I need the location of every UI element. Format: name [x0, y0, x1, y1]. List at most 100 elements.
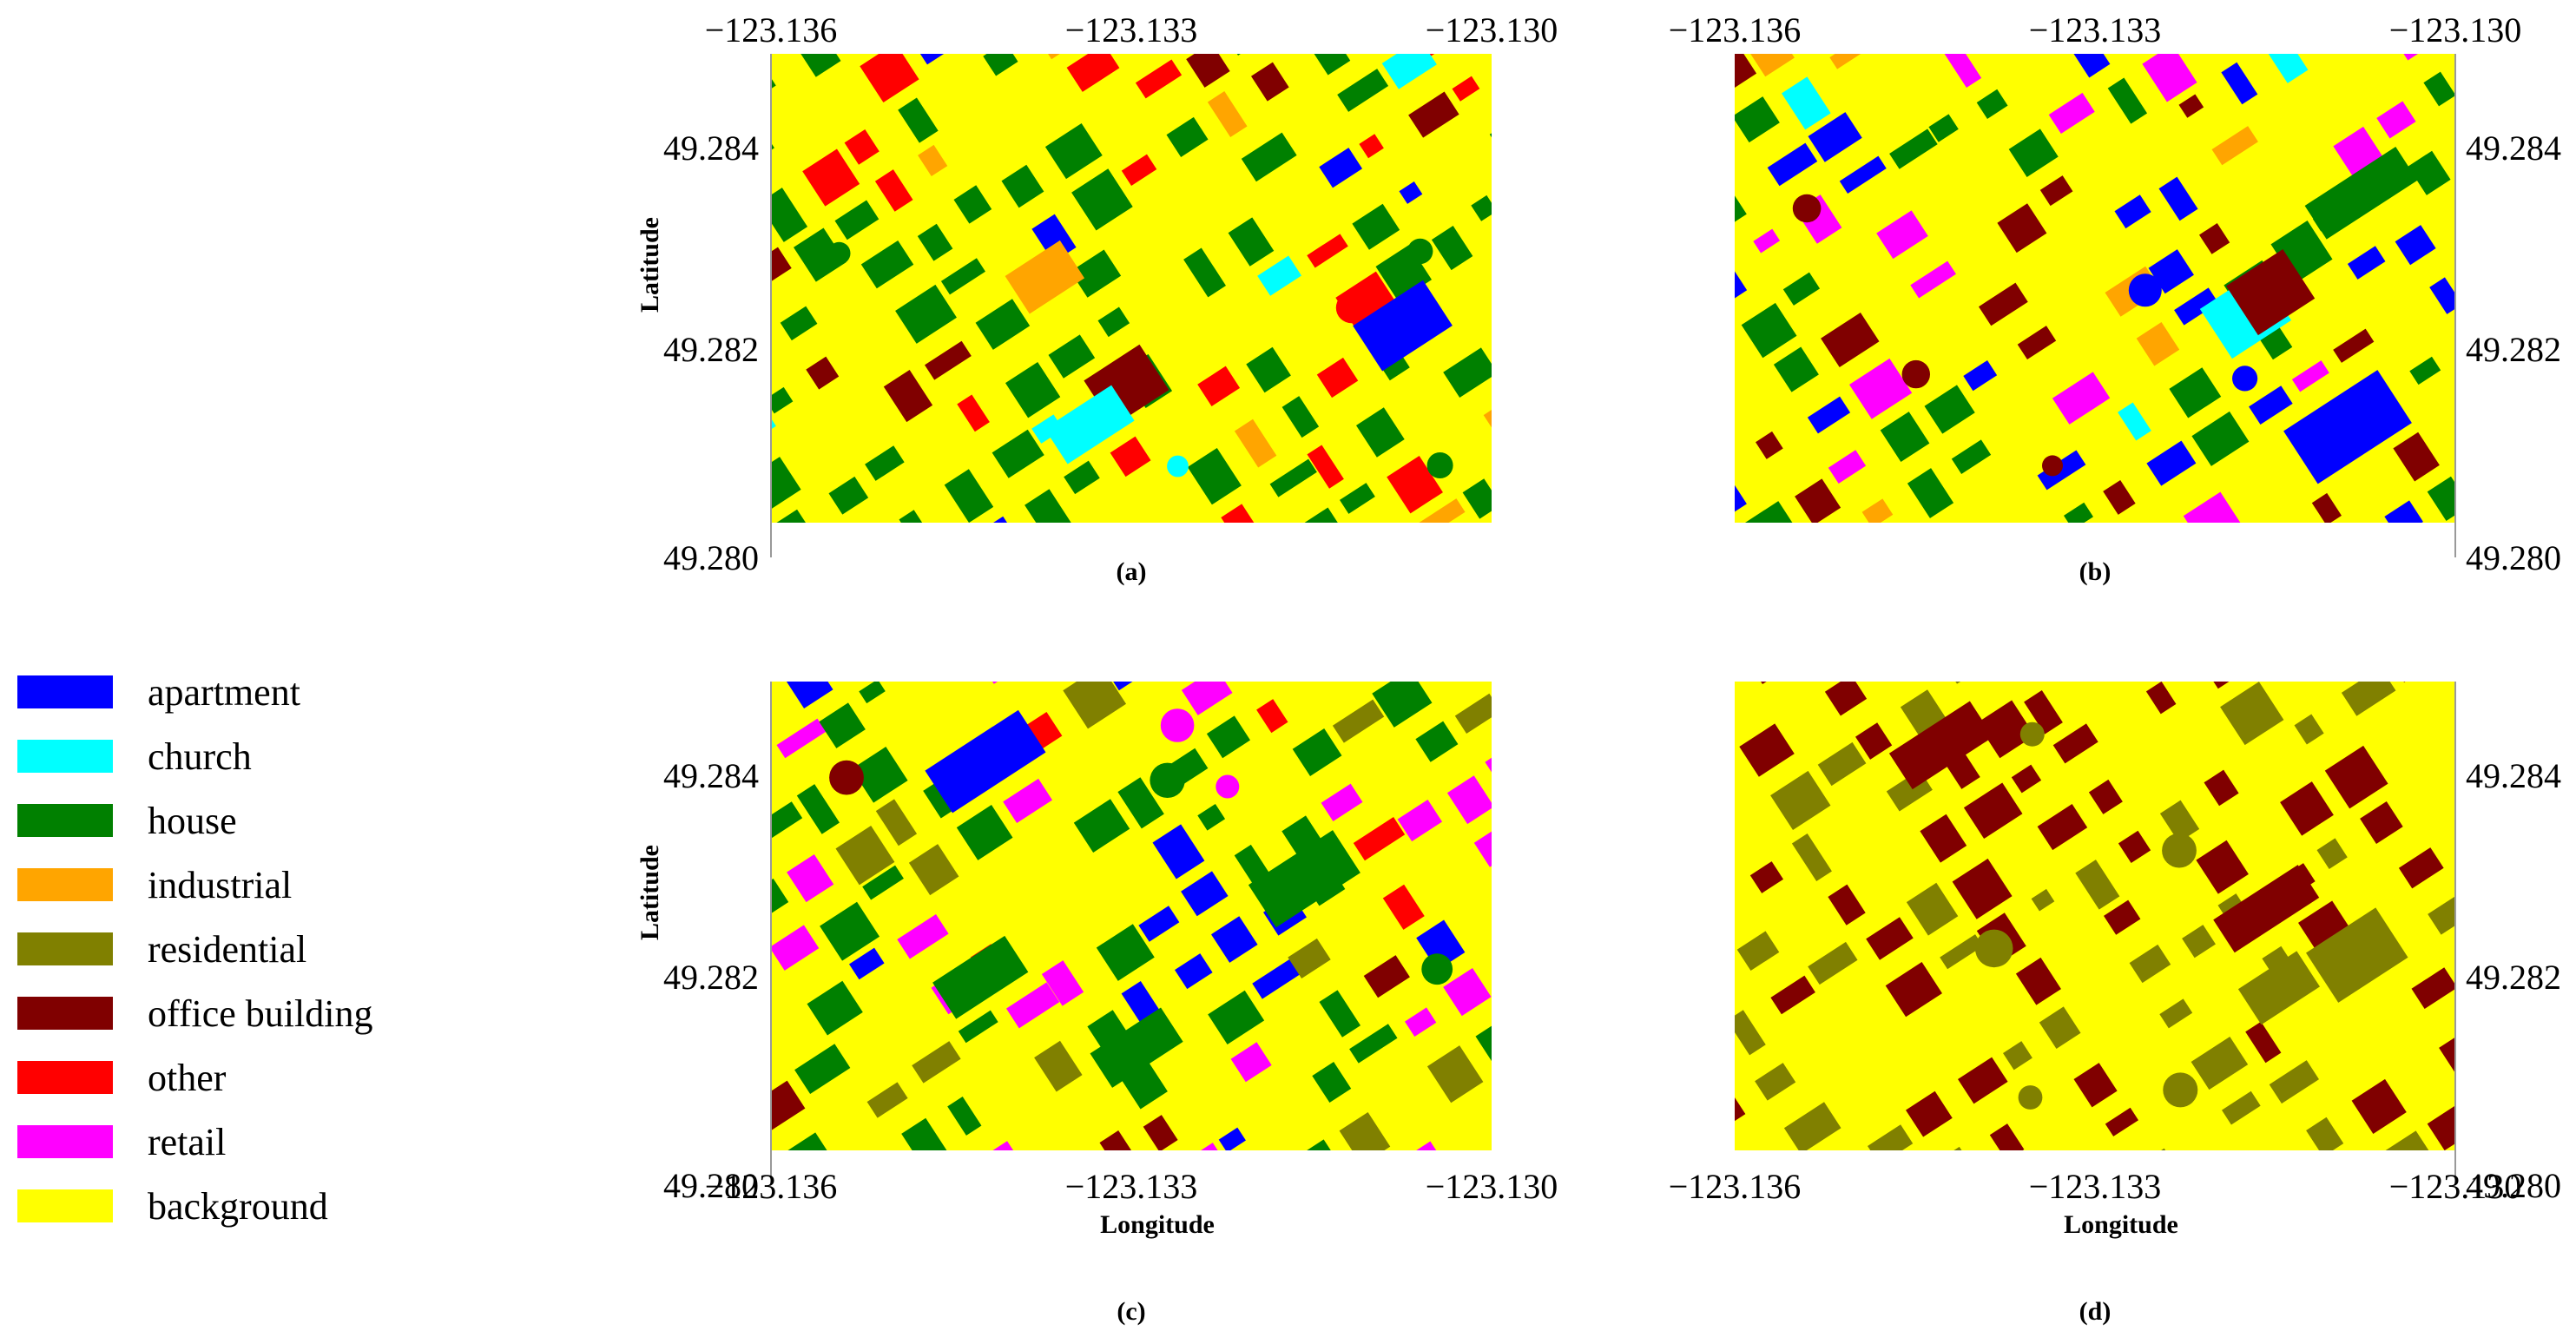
building-footprint [2118, 402, 2151, 441]
building-footprint [1416, 919, 1466, 971]
latitude-tick-label: 49.280 [663, 1166, 759, 1205]
building-footprint [2429, 277, 2455, 314]
building-footprint [979, 1141, 1018, 1150]
building-footprint [1197, 803, 1226, 831]
building-footprint [1355, 407, 1405, 458]
legend-swatch [17, 740, 113, 773]
building-footprint [2384, 500, 2423, 523]
map-svg-c: −123.136 −123.133 −123.130 49.284 49.282 49.2… [636, 682, 1558, 1326]
map-svg-a: −123.136 −123.133 −123.130 49.284 49.282 49.2… [636, 10, 1558, 586]
longitude-tick-label: −123.133 [2029, 1167, 2162, 1206]
building-footprint [2105, 1107, 2139, 1136]
legend-swatch [17, 804, 113, 837]
building-footprint [1248, 830, 1360, 928]
building-footprint [925, 709, 1046, 814]
building-footprint [1431, 226, 1473, 271]
building-footprint [1090, 1007, 1183, 1088]
building-footprint [2104, 899, 2141, 935]
building-footprint [2249, 385, 2293, 425]
building-footprint [1735, 54, 1757, 100]
building-footprint [2169, 367, 2222, 418]
panel-caption: (c) [1117, 1297, 1145, 1326]
building-footprint [1941, 54, 1982, 89]
building-footprint [1337, 69, 1389, 112]
building-footprint [1426, 1045, 1484, 1104]
building-footprint [1408, 91, 1459, 138]
building-footprint [2196, 840, 2249, 894]
building-footprint [2263, 54, 2309, 83]
building-footprint [2376, 101, 2416, 139]
building-footprint [1359, 134, 1384, 159]
building-footprint [1312, 1061, 1352, 1104]
building-footprint [2103, 479, 2136, 515]
building-footprint [1034, 1040, 1083, 1092]
building-footprint [1006, 982, 1060, 1029]
building-footprint [1876, 210, 1928, 260]
building-footprint [975, 299, 1031, 350]
building-footprint [1855, 722, 1893, 760]
latitude-tick-label: 49.280 [2466, 1166, 2561, 1205]
building-footprint [2178, 94, 2204, 118]
building-footprint [1252, 957, 1303, 999]
building-footprint [1735, 186, 1747, 224]
building-footprint [2037, 804, 2088, 851]
building-footprint [1888, 701, 1993, 790]
building-footprint [862, 865, 904, 900]
longitude-tick-label: −123.136 [1669, 10, 1802, 49]
building-footprint [1828, 450, 1867, 484]
building-footprint [1166, 116, 1209, 157]
building-footprint [1407, 238, 1433, 265]
building-footprint [1749, 861, 1784, 893]
legend-item-retail: retail [17, 1110, 451, 1174]
building-footprint [1211, 916, 1258, 963]
longitude-tick-label: −123.133 [1065, 1167, 1198, 1206]
building-footprint [1952, 858, 2013, 919]
building-footprint [2162, 833, 2197, 868]
building-footprint [1426, 452, 1453, 478]
building-footprint [2183, 491, 2243, 523]
building-footprint [1471, 194, 1492, 221]
building-footprint [787, 854, 834, 903]
legend-swatch [17, 1189, 113, 1222]
building-footprint [2316, 838, 2348, 869]
building-footprint [2031, 888, 2055, 912]
building-footprint [1381, 54, 1437, 89]
panel-caption: (a) [1117, 557, 1147, 586]
building-footprint [2395, 225, 2436, 266]
building-footprint [2292, 1183, 2330, 1220]
building-footprint [1415, 721, 1459, 762]
building-footprint [2222, 1090, 2261, 1125]
building-footprint [1978, 282, 2028, 326]
building-footprint [1241, 132, 1297, 182]
building-footprint [1071, 168, 1133, 231]
building-footprint [2269, 1060, 2319, 1104]
building-footprint [1397, 799, 1443, 842]
building-footprint [944, 469, 994, 523]
building-footprint [796, 784, 840, 834]
building-footprint [1316, 357, 1359, 399]
building-footprint [1792, 194, 1822, 223]
building-footprint [1939, 1146, 1980, 1150]
building-footprint [1906, 1090, 1953, 1137]
building-footprint [1473, 822, 1492, 867]
latitude-tick-label: 49.280 [663, 538, 759, 577]
building-footprint [2003, 1041, 2032, 1071]
latitude-tick-label: 49.284 [2466, 128, 2561, 168]
building-footprint [2427, 476, 2455, 522]
latitude-tick-label: 49.284 [2466, 756, 2561, 795]
building-footprint [1064, 460, 1100, 495]
building-footprint [1307, 54, 1351, 76]
legend-item-residential: residential [17, 917, 451, 981]
building-footprint [851, 747, 908, 803]
building-footprint [2245, 1021, 2282, 1064]
building-footprint [1977, 700, 2035, 759]
building-footprint [2114, 194, 2151, 229]
building-footprint [2398, 847, 2444, 889]
building-footprint [2294, 714, 2324, 745]
building-footprint [1735, 464, 1747, 515]
building-footprint [1452, 76, 1480, 102]
building-footprint [2024, 690, 2063, 735]
building-footprint [1907, 468, 1954, 518]
building-footprint [1307, 445, 1344, 489]
building-footprint [1868, 630, 1924, 681]
